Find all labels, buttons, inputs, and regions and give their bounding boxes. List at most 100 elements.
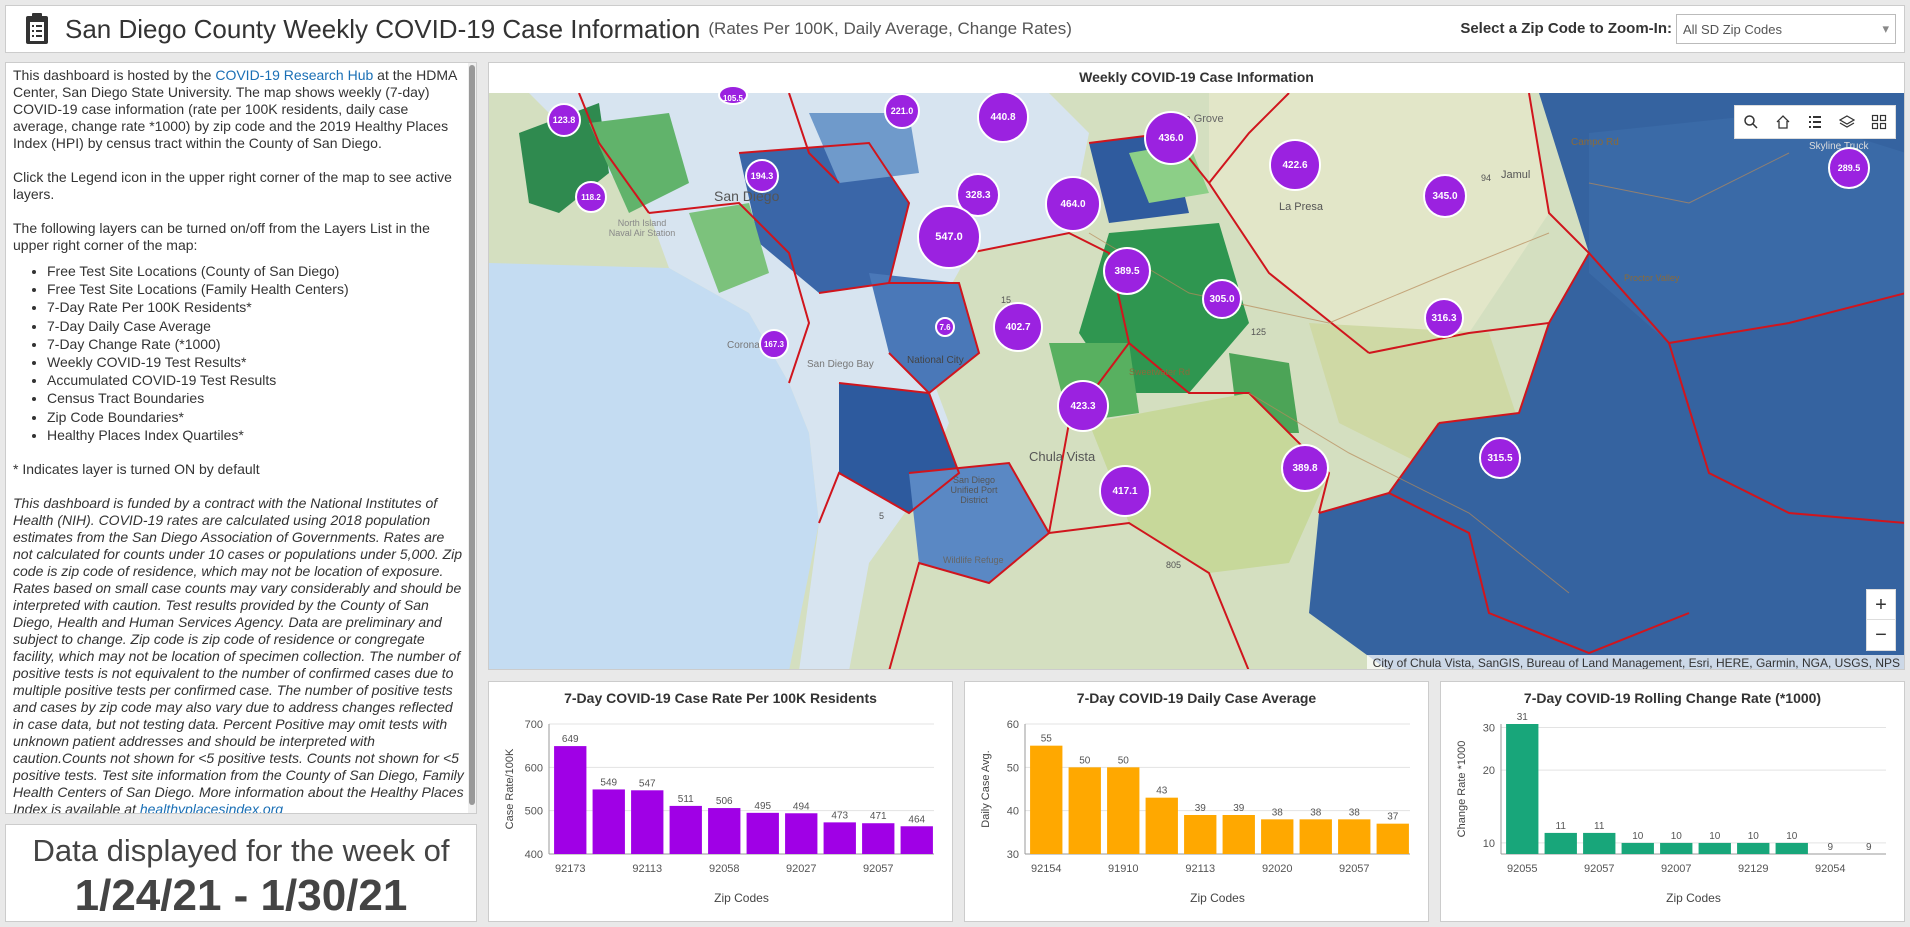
chart-bar[interactable] (1376, 823, 1409, 854)
scrollbar[interactable] (468, 63, 476, 813)
chart-bar[interactable] (1737, 842, 1770, 854)
x-tick-label: 91910 (1108, 863, 1139, 875)
search-icon[interactable] (1735, 106, 1767, 138)
chart-bar[interactable] (1698, 842, 1731, 854)
chart-bar[interactable] (1338, 819, 1371, 854)
case-rate-marker[interactable]: 547.0 (917, 205, 981, 269)
chart-bar[interactable] (669, 805, 702, 854)
research-hub-link[interactable]: COVID-19 Research Hub (215, 67, 374, 83)
chart-bar[interactable] (1145, 797, 1178, 854)
case-rate-marker[interactable]: 345.0 (1423, 174, 1467, 218)
chart-bar[interactable] (631, 790, 664, 854)
case-rate-marker[interactable]: 105.5 (718, 85, 748, 105)
x-tick-label: 92113 (632, 863, 662, 875)
chart-bar[interactable] (900, 826, 933, 854)
case-rate-chart[interactable]: 400 500 600 700 649 549 547 511 506 495 494 473 471 4… (489, 712, 954, 922)
chart-bar[interactable] (1107, 767, 1140, 854)
case-rate-marker[interactable]: 417.1 (1099, 465, 1151, 517)
bar-value-label: 10 (1748, 831, 1760, 842)
chart-bar[interactable] (785, 813, 818, 854)
chart-bar[interactable] (823, 822, 856, 854)
chevron-down-icon: ▾ (1882, 21, 1889, 36)
chart-bar[interactable] (708, 808, 741, 854)
bar-value-label: 50 (1118, 755, 1130, 766)
chart-bar[interactable] (1583, 832, 1616, 854)
case-rate-marker[interactable]: 305.0 (1202, 279, 1242, 319)
week-label: Data displayed for the week of (32, 833, 450, 868)
case-rate-marker[interactable]: 7.6 (935, 317, 955, 337)
chart-bar[interactable] (554, 746, 587, 854)
case-rate-marker[interactable]: 221.0 (884, 93, 920, 129)
map-title: Weekly COVID-19 Case Information (1079, 69, 1314, 85)
chart-bar[interactable] (746, 812, 779, 854)
chart-bar[interactable] (1660, 842, 1693, 854)
case-rate-marker[interactable]: 440.8 (977, 91, 1029, 143)
bar-value-label: 43 (1156, 786, 1168, 797)
list-item: 7-Day Rate Per 100K Residents* (47, 298, 465, 316)
home-icon[interactable] (1767, 106, 1799, 138)
case-rate-marker[interactable]: 389.5 (1103, 247, 1151, 295)
x-tick-label: 92020 (1262, 863, 1293, 875)
legend-icon[interactable] (1799, 106, 1831, 138)
chart-bar[interactable] (1621, 842, 1654, 854)
chart-bar[interactable] (1184, 815, 1217, 854)
case-rate-marker[interactable]: 194.3 (745, 159, 779, 193)
zoom-control: + − (1866, 589, 1896, 651)
case-rate-marker[interactable]: 422.6 (1269, 139, 1321, 191)
clipboard-logo-icon (23, 12, 53, 46)
case-rate-marker[interactable]: 389.8 (1281, 444, 1329, 492)
map-panel: Weekly COVID-19 Case Information (488, 62, 1905, 670)
basemap-gallery-icon[interactable] (1863, 106, 1895, 138)
case-rate-chart-panel: 7-Day COVID-19 Case Rate Per 100K Reside… (488, 681, 953, 922)
case-rate-marker[interactable]: 436.0 (1144, 111, 1198, 165)
zip-code-select[interactable]: All SD Zip Codes ▾ (1676, 14, 1896, 44)
bar-value-label: 9 (1827, 842, 1833, 853)
change-rate-chart[interactable]: 10 20 30 31 11 11 10 10 10 10 10 9 9 92055 92057 92007 9… (1441, 712, 1906, 922)
y-tick-label: 500 (525, 806, 543, 818)
chart-bar[interactable] (592, 789, 625, 854)
list-item: 7-Day Change Rate (*1000) (47, 335, 465, 353)
chart-bar[interactable] (1544, 832, 1577, 854)
marker-value: 417.1 (1112, 485, 1138, 497)
zoom-out-button[interactable]: − (1875, 624, 1887, 646)
case-rate-marker[interactable]: 118.2 (575, 181, 607, 213)
x-tick-label: 92129 (1738, 863, 1769, 875)
case-rate-marker[interactable]: 316.3 (1424, 298, 1464, 338)
map-graphic[interactable] (489, 92, 1905, 670)
marker-value: 440.8 (990, 111, 1016, 123)
zoom-in-button[interactable]: + (1867, 590, 1895, 620)
bar-value-label: 11 (1594, 821, 1605, 832)
chart-bar[interactable] (1506, 724, 1539, 854)
scrollbar-thumb[interactable] (469, 65, 475, 805)
layers-icon[interactable] (1831, 106, 1863, 138)
case-rate-marker[interactable]: 464.0 (1045, 176, 1101, 232)
daily-average-chart[interactable]: 30 40 50 60 55 50 50 43 39 39 38 38 38 37 92154 91910 92… (965, 712, 1430, 922)
chart-bar[interactable] (1299, 819, 1332, 854)
zip-select-value: All SD Zip Codes (1683, 21, 1782, 37)
case-rate-marker[interactable]: 315.5 (1479, 437, 1521, 479)
case-rate-marker[interactable]: 123.8 (547, 103, 581, 137)
list-item: Weekly COVID-19 Test Results* (47, 353, 465, 371)
case-rate-marker[interactable]: 167.3 (759, 329, 789, 359)
chart-bar[interactable] (1775, 842, 1808, 854)
chart-bar[interactable] (862, 823, 895, 854)
case-rate-marker[interactable]: 402.7 (993, 302, 1043, 352)
intro-paragraph: This dashboard is hosted by the COVID-19… (13, 67, 465, 152)
chart-bar[interactable] (1030, 745, 1063, 854)
bar-value-label: 10 (1632, 831, 1644, 842)
bar-value-label: 511 (678, 794, 694, 805)
info-panel[interactable]: This dashboard is hosted by the COVID-19… (5, 62, 477, 814)
map-toolbar (1734, 105, 1896, 139)
bar-value-label: 38 (1310, 807, 1322, 818)
chart-bar[interactable] (1068, 767, 1101, 854)
chart-bar[interactable] (1261, 819, 1294, 854)
case-rate-marker[interactable]: 289.5 (1828, 147, 1870, 189)
map-canvas[interactable]: San Diego North Island Naval Air Station… (489, 85, 1905, 670)
y-tick-label: 40 (1007, 806, 1019, 818)
hpi-link[interactable]: healthyplacesindex.org (139, 801, 284, 814)
case-rate-markers: 123.8 105.5 221.0 440.8 436.0 422.6 289.… (489, 85, 1904, 669)
chart-title: 7-Day COVID-19 Daily Case Average (1076, 690, 1317, 706)
y-tick-label: 30 (1007, 849, 1019, 861)
case-rate-marker[interactable]: 423.3 (1057, 380, 1109, 432)
chart-bar[interactable] (1222, 815, 1255, 854)
